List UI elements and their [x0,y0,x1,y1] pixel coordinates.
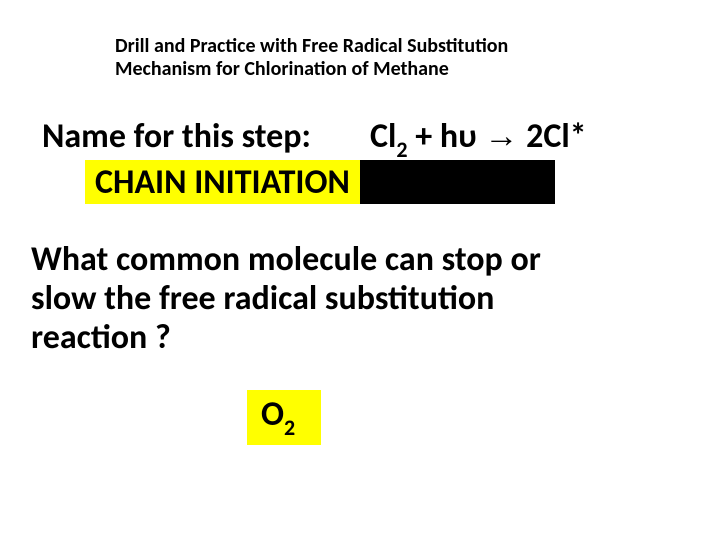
o2-highlight: O2 [247,390,321,445]
o2-sub: 2 [284,414,295,441]
chain-initiation-label: CHAIN INITIATION [95,162,350,203]
eq-sub-2: 2 [396,136,407,163]
eq-plus-hv: + hυ [408,116,485,157]
slide-title: Drill and Practice with Free Radical Sub… [115,35,508,81]
answer-highlight: CHAIN INITIATION [85,160,360,204]
eq-cl: Cl [370,116,396,157]
o2-o: O [261,394,284,435]
eq-product: 2Cl* [518,116,586,157]
question-line-1: What common molecule can stop or [31,240,671,279]
question-text: What common molecule can stop or slow th… [31,240,671,357]
arrow-icon: → [484,117,518,155]
question-line-3: reaction ? [31,318,671,357]
title-line-2: Mechanism for Chlorination of Methane [115,58,508,81]
title-line-1: Drill and Practice with Free Radical Sub… [115,35,508,58]
step-name-label: Name for this step: [42,116,311,157]
question-line-2: slow the free radical substitution [31,279,671,318]
slide: Drill and Practice with Free Radical Sub… [0,0,720,540]
reaction-equation: Cl2 + hυ → 2Cl* [370,116,587,161]
o2-formula: O2 [261,394,295,435]
